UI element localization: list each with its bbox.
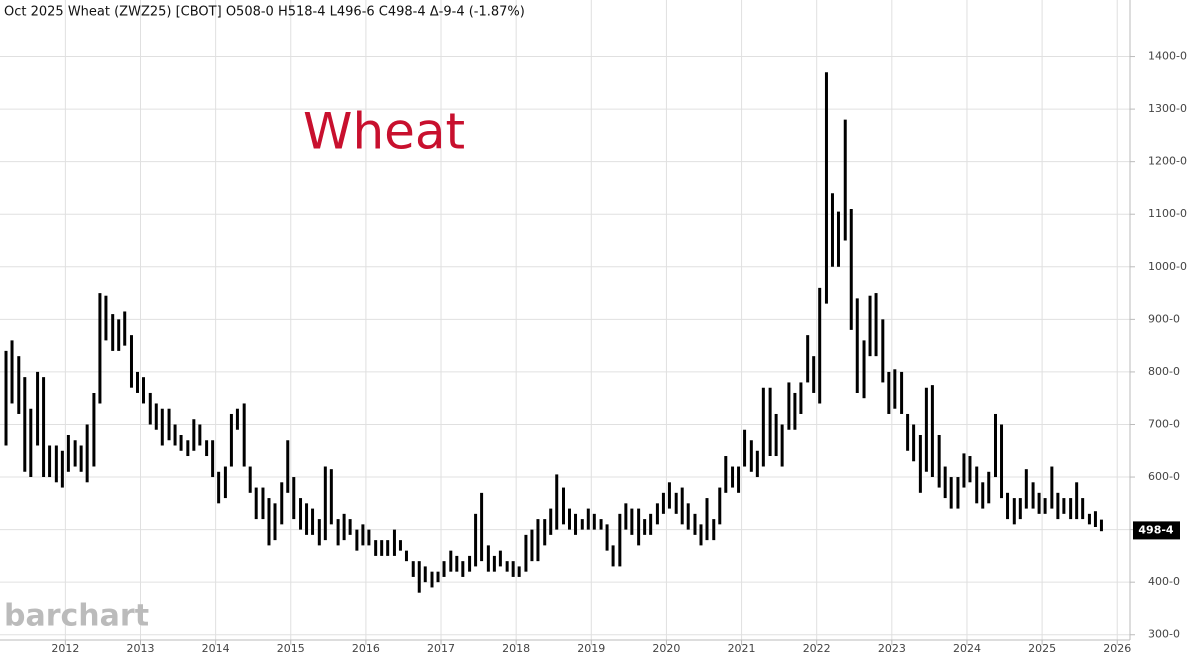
y-tick-label: 1400-0 <box>1148 50 1187 63</box>
x-tick-label: 2014 <box>202 642 230 655</box>
x-tick-label: 2020 <box>652 642 680 655</box>
y-tick-label: 1000-0 <box>1148 260 1187 273</box>
y-tick-label: 900-0 <box>1148 312 1180 325</box>
x-tick-label: 2015 <box>277 642 305 655</box>
x-tick-label: 2023 <box>878 642 906 655</box>
y-tick-label: 800-0 <box>1148 365 1180 378</box>
x-tick-label: 2019 <box>577 642 605 655</box>
y-tick-label: 300-0 <box>1148 628 1180 641</box>
x-tick-label: 2016 <box>352 642 380 655</box>
x-tick-label: 2024 <box>953 642 981 655</box>
y-tick-label: 1300-0 <box>1148 102 1187 115</box>
x-tick-label: 2022 <box>803 642 831 655</box>
x-tick-label: 2026 <box>1103 642 1131 655</box>
x-tick-label: 2021 <box>728 642 756 655</box>
y-tick-label: 400-0 <box>1148 575 1180 588</box>
y-tick-label: 1200-0 <box>1148 155 1187 168</box>
y-tick-label: 600-0 <box>1148 470 1180 483</box>
last-price-label: 498-4 <box>1138 523 1174 536</box>
y-tick-label: 700-0 <box>1148 417 1180 430</box>
x-tick-label: 2025 <box>1028 642 1056 655</box>
chart-title: Oct 2025 Wheat (ZWZ25) [CBOT] O508-0 H51… <box>4 5 525 20</box>
x-tick-label: 2017 <box>427 642 455 655</box>
x-tick-label: 2012 <box>51 642 79 655</box>
y-tick-label: 1100-0 <box>1148 207 1187 220</box>
x-tick-label: 2013 <box>126 642 154 655</box>
annotation: Wheat <box>303 103 465 161</box>
watermark: barchart <box>4 599 149 634</box>
last-price-box <box>1133 521 1180 540</box>
x-tick-label: 2018 <box>502 642 530 655</box>
grid <box>0 0 1130 640</box>
